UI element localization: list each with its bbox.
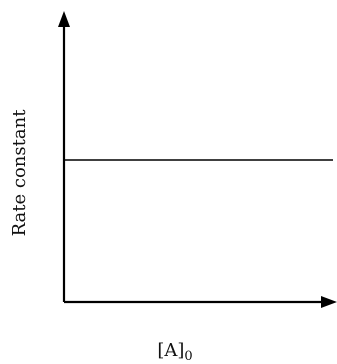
y-axis-arrow-icon xyxy=(58,11,70,27)
x-axis-label-main: [A] xyxy=(157,340,184,361)
y-axis-label: Rate constant xyxy=(9,109,30,237)
x-axis-label: [A]0 xyxy=(157,340,192,364)
x-axis-arrow-icon xyxy=(321,296,337,308)
plot-area xyxy=(58,11,337,308)
x-axis-label-subscript: 0 xyxy=(184,349,192,364)
